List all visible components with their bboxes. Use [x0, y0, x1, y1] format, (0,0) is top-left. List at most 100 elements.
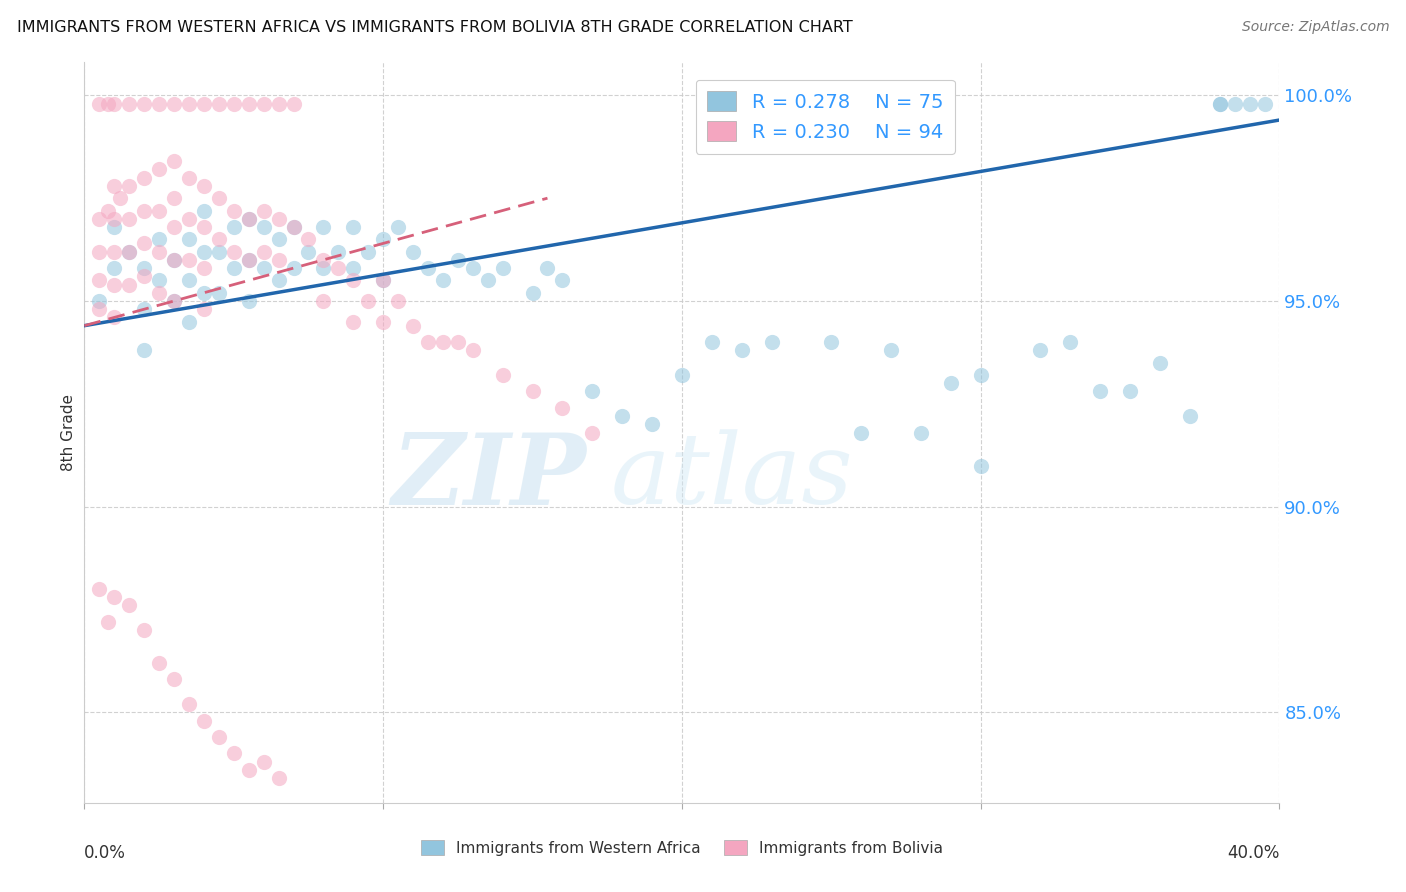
- Point: [132, 343, 156, 358]
- Point: [1059, 335, 1081, 350]
- Point: [118, 178, 141, 193]
- Point: [222, 203, 245, 218]
- Text: Source: ZipAtlas.com: Source: ZipAtlas.com: [1241, 20, 1389, 34]
- Point: [373, 273, 395, 287]
- Point: [1209, 96, 1232, 111]
- Point: [342, 261, 364, 276]
- Point: [1178, 409, 1201, 424]
- Point: [461, 261, 484, 276]
- Point: [103, 310, 125, 325]
- Point: [163, 252, 186, 267]
- Point: [89, 96, 111, 111]
- Point: [551, 273, 574, 287]
- Point: [177, 232, 200, 246]
- Point: [208, 730, 231, 744]
- Point: [1029, 343, 1052, 358]
- Point: [492, 368, 515, 382]
- Point: [118, 211, 141, 226]
- Point: [103, 590, 125, 604]
- Point: [222, 261, 245, 276]
- Point: [238, 96, 260, 111]
- Point: [110, 191, 132, 205]
- Point: [103, 277, 125, 292]
- Point: [148, 232, 170, 246]
- Point: [89, 244, 111, 259]
- Point: [148, 244, 170, 259]
- Point: [118, 96, 141, 111]
- Point: [939, 376, 962, 391]
- Point: [148, 273, 170, 287]
- Point: [283, 96, 305, 111]
- Point: [163, 293, 186, 308]
- Point: [492, 261, 515, 276]
- Point: [132, 269, 156, 284]
- Point: [97, 615, 120, 629]
- Point: [208, 232, 231, 246]
- Point: [208, 244, 231, 259]
- Point: [97, 203, 120, 218]
- Point: [238, 252, 260, 267]
- Point: [761, 335, 783, 350]
- Point: [312, 252, 335, 267]
- Point: [820, 335, 842, 350]
- Point: [103, 211, 125, 226]
- Point: [89, 211, 111, 226]
- Point: [193, 219, 215, 234]
- Point: [267, 252, 290, 267]
- Text: 40.0%: 40.0%: [1227, 844, 1279, 862]
- Point: [177, 211, 200, 226]
- Point: [177, 96, 200, 111]
- Point: [1239, 96, 1261, 111]
- Point: [103, 219, 125, 234]
- Point: [97, 96, 120, 111]
- Point: [208, 285, 231, 300]
- Point: [118, 599, 141, 613]
- Point: [851, 425, 873, 440]
- Point: [373, 314, 395, 328]
- Point: [163, 154, 186, 169]
- Point: [193, 96, 215, 111]
- Point: [700, 335, 723, 350]
- Point: [148, 656, 170, 670]
- Point: [177, 170, 200, 185]
- Point: [536, 261, 558, 276]
- Point: [312, 261, 335, 276]
- Point: [328, 261, 350, 276]
- Point: [148, 285, 170, 300]
- Point: [522, 285, 544, 300]
- Point: [253, 96, 276, 111]
- Point: [208, 191, 231, 205]
- Point: [132, 203, 156, 218]
- Point: [387, 219, 409, 234]
- Point: [357, 293, 380, 308]
- Point: [312, 219, 335, 234]
- Point: [312, 293, 335, 308]
- Point: [177, 697, 200, 711]
- Point: [253, 203, 276, 218]
- Point: [132, 302, 156, 317]
- Point: [118, 244, 141, 259]
- Legend: Immigrants from Western Africa, Immigrants from Bolivia: Immigrants from Western Africa, Immigran…: [415, 834, 949, 862]
- Point: [132, 261, 156, 276]
- Point: [1119, 384, 1142, 399]
- Point: [402, 244, 425, 259]
- Point: [148, 203, 170, 218]
- Point: [373, 232, 395, 246]
- Point: [342, 219, 364, 234]
- Point: [193, 261, 215, 276]
- Point: [1090, 384, 1112, 399]
- Point: [253, 755, 276, 769]
- Point: [163, 252, 186, 267]
- Point: [132, 623, 156, 637]
- Point: [193, 302, 215, 317]
- Point: [970, 368, 993, 382]
- Text: ZIP: ZIP: [391, 429, 586, 525]
- Point: [222, 747, 245, 761]
- Point: [89, 582, 111, 596]
- Point: [103, 178, 125, 193]
- Point: [522, 384, 544, 399]
- Point: [477, 273, 499, 287]
- Point: [1253, 96, 1275, 111]
- Point: [267, 211, 290, 226]
- Point: [612, 409, 634, 424]
